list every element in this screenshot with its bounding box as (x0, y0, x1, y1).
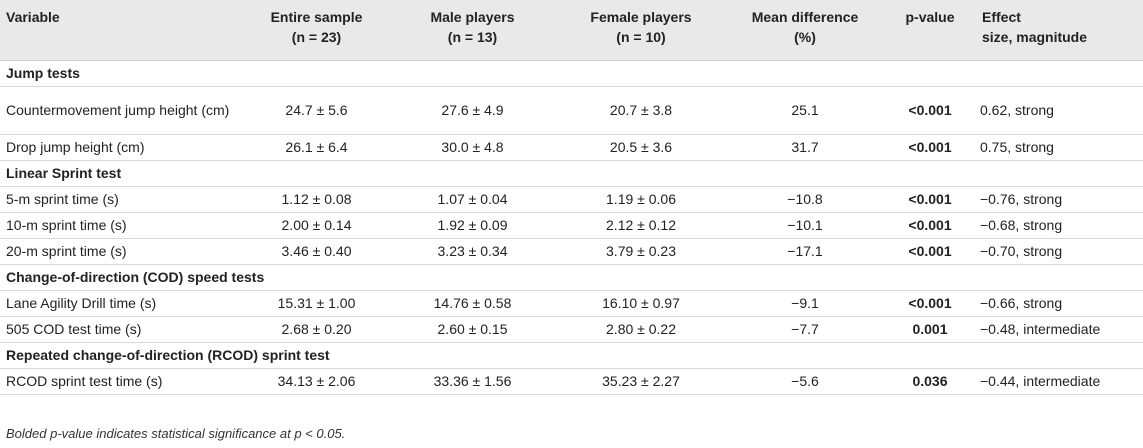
cell-effect-size: −0.66, strong (976, 290, 1143, 317)
section-title: Linear Sprint test (0, 160, 1143, 187)
cell-entire-sample: 2.68 ± 0.20 (244, 316, 389, 343)
cell-female-players: 16.10 ± 0.97 (556, 290, 726, 317)
table-row: Drop jump height (cm) 26.1 ± 6.4 30.0 ± 4.… (0, 134, 1143, 161)
cell-male-players: 1.07 ± 0.04 (389, 186, 556, 213)
table-row: Lane Agility Drill time (s) 15.31 ± 1.00 1… (0, 290, 1143, 317)
cell-p-value: <0.001 (884, 86, 976, 135)
header-male-players: Male players (n = 13) (389, 0, 556, 61)
cell-female-players: 2.12 ± 0.12 (556, 212, 726, 239)
cell-female-players: 1.19 ± 0.06 (556, 186, 726, 213)
cell-mean-difference: 31.7 (726, 134, 884, 161)
cell-mean-difference: −7.7 (726, 316, 884, 343)
cell-female-players: 20.5 ± 3.6 (556, 134, 726, 161)
cell-variable: Drop jump height (cm) (0, 134, 244, 161)
table-row: 10-m sprint time (s) 2.00 ± 0.14 1.92 ± 0.… (0, 212, 1143, 239)
cell-variable: 505 COD test time (s) (0, 316, 244, 343)
section-header-row: Linear Sprint test (0, 160, 1143, 187)
cell-p-value: <0.001 (884, 134, 976, 161)
cell-mean-difference: −10.1 (726, 212, 884, 239)
cell-entire-sample: 15.31 ± 1.00 (244, 290, 389, 317)
header-entire-sample: Entire sample (n = 23) (244, 0, 389, 61)
cell-mean-difference: 25.1 (726, 86, 884, 135)
cell-p-value: <0.001 (884, 186, 976, 213)
header-p-value: p-value (884, 0, 976, 61)
cell-entire-sample: 1.12 ± 0.08 (244, 186, 389, 213)
cell-effect-size: −0.76, strong (976, 186, 1143, 213)
cell-effect-size: −0.48, intermediate (976, 316, 1143, 343)
cell-male-players: 30.0 ± 4.8 (389, 134, 556, 161)
header-entire-sample-n: (n = 23) (291, 29, 342, 45)
cell-entire-sample: 26.1 ± 6.4 (244, 134, 389, 161)
cell-mean-difference: −17.1 (726, 238, 884, 265)
section-header-row: Jump tests (0, 60, 1143, 87)
cell-variable: Lane Agility Drill time (s) (0, 290, 244, 317)
table-row: 505 COD test time (s) 2.68 ± 0.20 2.60 ± 0… (0, 316, 1143, 343)
cell-p-value: <0.001 (884, 290, 976, 317)
cell-female-players: 35.23 ± 2.27 (556, 368, 726, 395)
section-title: Repeated change-of-direction (RCOD) spri… (0, 342, 1143, 369)
header-female-n: (n = 10) (616, 29, 666, 45)
table-row: 5-m sprint time (s) 1.12 ± 0.08 1.07 ± 0.0… (0, 186, 1143, 213)
cell-variable: RCOD sprint test time (s) (0, 368, 244, 395)
header-effect-size-line2: size, magnitude (982, 29, 1088, 45)
table-row: RCOD sprint test time (s) 34.13 ± 2.06 33.… (0, 368, 1143, 395)
section-header-row: Repeated change-of-direction (RCOD) spri… (0, 342, 1143, 369)
header-male-n: (n = 13) (447, 29, 498, 45)
cell-mean-difference: −9.1 (726, 290, 884, 317)
cell-variable: 10-m sprint time (s) (0, 212, 244, 239)
table-header-row: Variable Entire sample (n = 23) Male pla… (0, 0, 1143, 61)
cell-p-value: <0.001 (884, 238, 976, 265)
cell-effect-size: −0.70, strong (976, 238, 1143, 265)
cell-male-players: 14.76 ± 0.58 (389, 290, 556, 317)
cell-mean-difference: −5.6 (726, 368, 884, 395)
cell-effect-size: −0.44, intermediate (976, 368, 1143, 395)
cell-effect-size: −0.68, strong (976, 212, 1143, 239)
cell-male-players: 2.60 ± 0.15 (389, 316, 556, 343)
cell-female-players: 3.79 ± 0.23 (556, 238, 726, 265)
table-row: 20-m sprint time (s) 3.46 ± 0.40 3.23 ± 0.… (0, 238, 1143, 265)
section-title: Jump tests (0, 60, 1143, 87)
cell-entire-sample: 2.00 ± 0.14 (244, 212, 389, 239)
cell-female-players: 2.80 ± 0.22 (556, 316, 726, 343)
section-title: Change-of-direction (COD) speed tests (0, 264, 1143, 291)
cell-effect-size: 0.75, strong (976, 134, 1143, 161)
cell-entire-sample: 3.46 ± 0.40 (244, 238, 389, 265)
cell-female-players: 20.7 ± 3.8 (556, 86, 726, 135)
cell-mean-difference: −10.8 (726, 186, 884, 213)
cell-entire-sample: 24.7 ± 5.6 (244, 86, 389, 135)
cell-variable: 20-m sprint time (s) (0, 238, 244, 265)
table-footnote: Bolded p-value indicates statistical sig… (6, 426, 346, 441)
results-table: Variable Entire sample (n = 23) Male pla… (0, 0, 1143, 395)
cell-male-players: 1.92 ± 0.09 (389, 212, 556, 239)
cell-male-players: 3.23 ± 0.34 (389, 238, 556, 265)
header-female-players: Female players (n = 10) (556, 0, 726, 61)
cell-variable: Countermovement jump height (cm) (0, 86, 244, 135)
header-variable: Variable (0, 0, 244, 61)
table-body: Jump tests Countermovement jump height (c… (0, 60, 1143, 395)
cell-p-value: 0.001 (884, 316, 976, 343)
cell-male-players: 27.6 ± 4.9 (389, 86, 556, 135)
header-mean-difference-unit: (%) (794, 29, 816, 45)
cell-effect-size: 0.62, strong (976, 86, 1143, 135)
cell-entire-sample: 34.13 ± 2.06 (244, 368, 389, 395)
section-header-row: Change-of-direction (COD) speed tests (0, 264, 1143, 291)
header-effect-size: Effect size, magnitude (976, 0, 1143, 61)
cell-male-players: 33.36 ± 1.56 (389, 368, 556, 395)
cell-variable: 5-m sprint time (s) (0, 186, 244, 213)
cell-p-value: <0.001 (884, 212, 976, 239)
table-row: Countermovement jump height (cm) 24.7 ± 5… (0, 86, 1143, 135)
header-mean-difference: Mean difference (%) (726, 0, 884, 61)
cell-p-value: 0.036 (884, 368, 976, 395)
